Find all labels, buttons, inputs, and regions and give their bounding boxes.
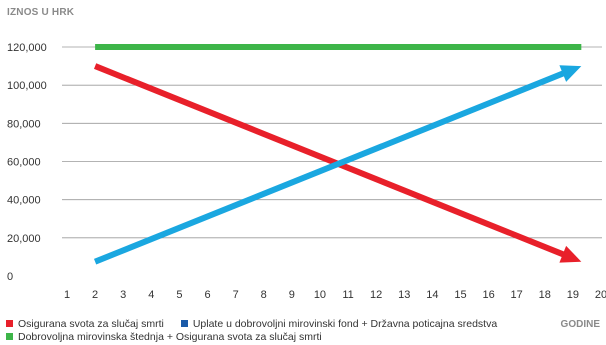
y-tick-label: 40,000 xyxy=(7,195,41,207)
legend-item-blue: Uplate u dobrovoljni mirovinski fond + D… xyxy=(180,318,498,331)
x-tick-label: 4 xyxy=(148,289,154,301)
x-tick-label: 16 xyxy=(482,289,494,301)
x-tick-label: 10 xyxy=(314,289,326,301)
legend-swatch-green xyxy=(6,333,13,340)
y-tick-label: 20,000 xyxy=(7,233,41,245)
legend-swatch-red xyxy=(6,320,13,327)
series-lines xyxy=(93,44,582,265)
legend-item-green: Dobrovoljna mirovinska štednja + Osigura… xyxy=(6,331,322,344)
x-tick-label: 3 xyxy=(120,289,126,301)
y-axis-labels: 0 20,000 40,000 60,000 80,000 100,000 120,000 xyxy=(7,42,47,283)
x-tick-label: 7 xyxy=(233,289,239,301)
legend-row-1: Osigurana svota za slučaj smrti Uplate u… xyxy=(6,318,606,331)
gridlines xyxy=(62,46,602,239)
y-tick-label: 120,000 xyxy=(7,42,47,54)
x-tick-label: 1 xyxy=(64,289,70,301)
legend-label-green: Dobrovoljna mirovinska štednja + Osigura… xyxy=(18,331,322,343)
legend-item-red: Osigurana svota za slučaj smrti xyxy=(6,318,164,331)
legend: Osigurana svota za slučaj smrti Uplate u… xyxy=(6,318,606,344)
x-tick-label: 20 xyxy=(595,289,606,301)
y-axis-unit-label: IZNOS U HRK xyxy=(7,7,75,18)
x-axis-unit-label: GODINE xyxy=(560,319,600,330)
legend-swatch-blue xyxy=(180,320,188,327)
x-tick-label: 14 xyxy=(426,289,438,301)
x-axis-labels: 1 2 3 4 5 6 7 8 9 10 11 12 13 14 15 16 17 18 19 20 xyxy=(64,289,606,301)
chart: IZNOS U HRK 020,00040,00060,00080,000100… xyxy=(7,7,606,301)
x-tick-label: 15 xyxy=(454,289,466,301)
series-line-1 xyxy=(93,63,582,263)
x-tick-label: 8 xyxy=(261,289,267,301)
x-tick-label: 5 xyxy=(176,289,182,301)
legend-row-2: Dobrovoljna mirovinska štednja + Osigura… xyxy=(6,331,606,344)
x-tick-label: 6 xyxy=(204,289,210,301)
x-tick-label: 18 xyxy=(539,289,551,301)
series-line-2 xyxy=(93,65,582,265)
y-tick-label: 100,000 xyxy=(7,80,47,92)
x-tick-label: 19 xyxy=(567,289,579,301)
legend-label-red: Osigurana svota za slučaj smrti xyxy=(18,318,164,330)
y-tick-label: 80,000 xyxy=(7,118,41,130)
x-tick-label: 12 xyxy=(370,289,382,301)
y-tick-label: 0 xyxy=(7,271,13,283)
x-tick-label: 2 xyxy=(92,289,98,301)
y-tick-label: 60,000 xyxy=(7,157,41,169)
x-tick-label: 17 xyxy=(511,289,523,301)
series-line-segment xyxy=(93,63,566,258)
legend-label-blue: Uplate u dobrovoljni mirovinski fond + D… xyxy=(192,318,498,330)
x-tick-label: 13 xyxy=(398,289,410,301)
series-arrowhead xyxy=(559,65,582,82)
series-arrowhead xyxy=(559,245,582,263)
x-tick-label: 9 xyxy=(289,289,295,301)
x-tick-label: 11 xyxy=(342,289,353,301)
series-line-segment xyxy=(93,70,566,265)
